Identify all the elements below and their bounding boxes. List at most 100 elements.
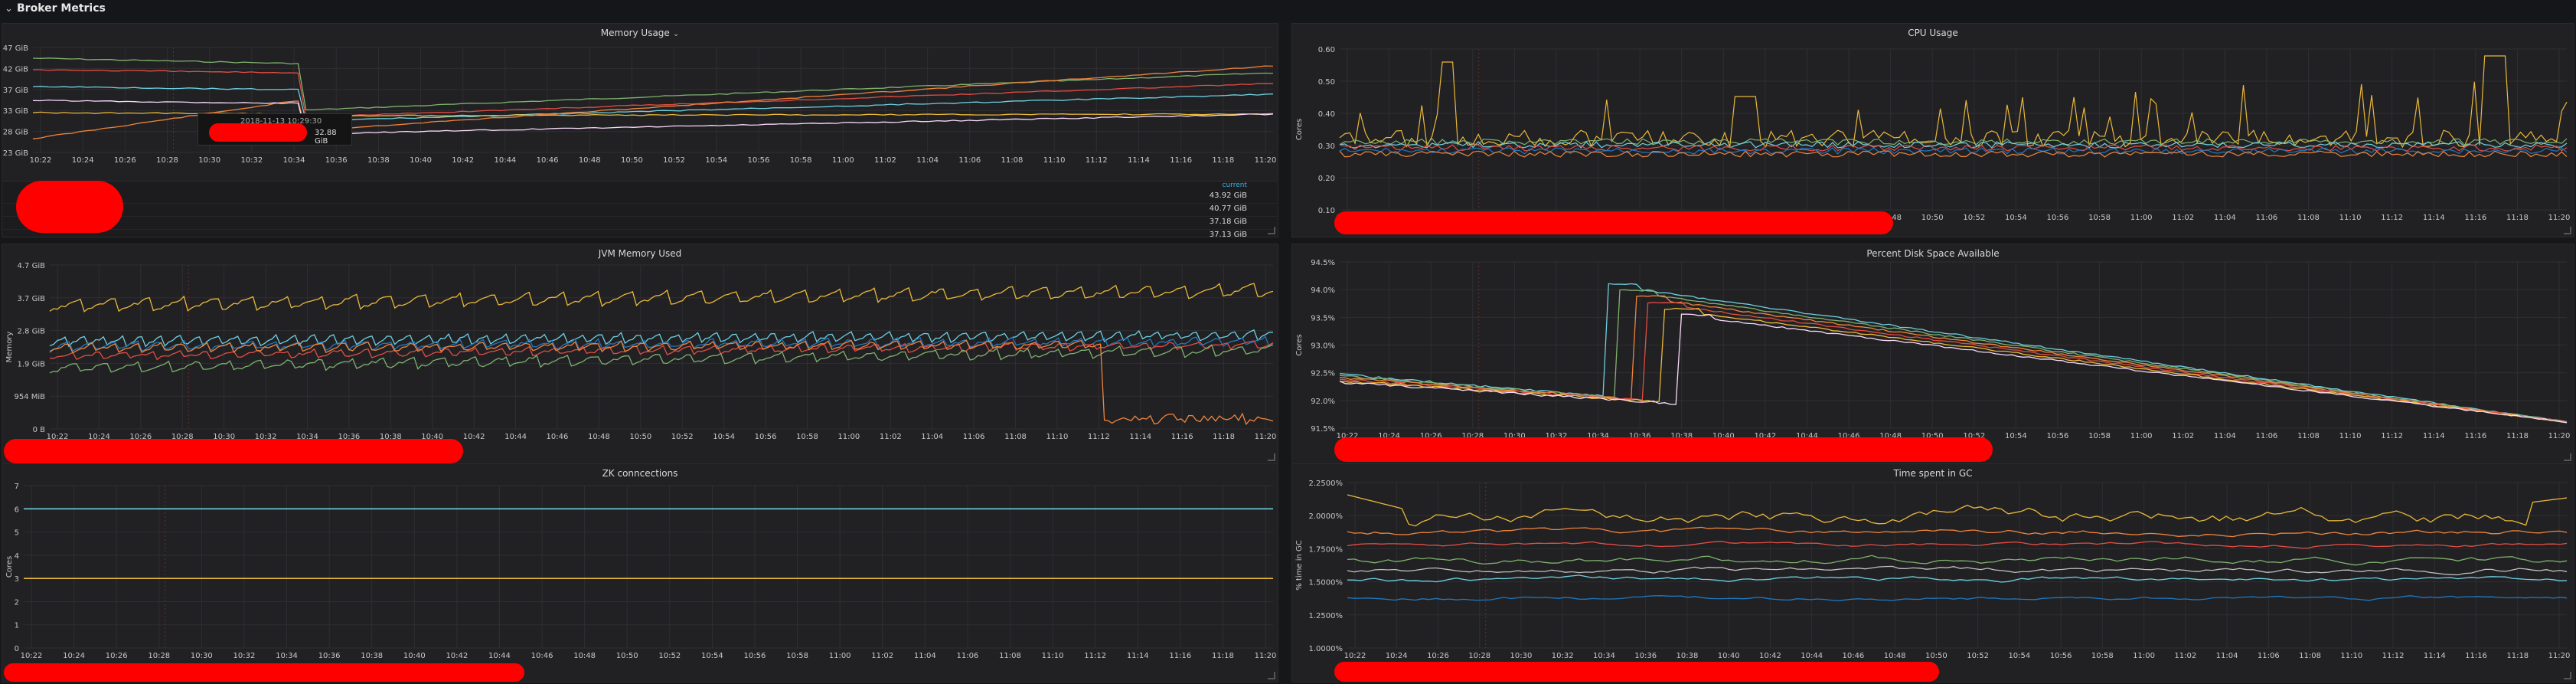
x-tick-label: 10:46 bbox=[1842, 652, 1864, 660]
panel-title[interactable]: Memory Usage ⌄ bbox=[600, 28, 680, 38]
x-tick-label: 10:28 bbox=[1461, 432, 1484, 440]
y-tick-label: 6 bbox=[15, 506, 19, 514]
series-line bbox=[1339, 313, 2568, 424]
y-tick-label: 3.7 GiB bbox=[18, 295, 46, 303]
zk-connections-chart: 7 6 5 4 3 2 1 010:22 10:24 10:26 10:28 10:30 10:32 10… bbox=[5, 483, 1276, 660]
x-tick-label: 10:52 bbox=[658, 652, 681, 660]
x-tick-label: 10:38 bbox=[1677, 652, 1699, 660]
legend-row[interactable] bbox=[2, 217, 1278, 230]
x-tick-label: 11:10 bbox=[2339, 432, 2362, 440]
x-tick-label: 11:20 bbox=[2548, 214, 2571, 222]
series-line bbox=[1347, 555, 2568, 566]
series-line bbox=[1347, 595, 2568, 602]
x-tick-label: 10:58 bbox=[790, 156, 812, 165]
x-tick-label: 10:52 bbox=[663, 156, 685, 165]
x-tick-label: 10:24 bbox=[88, 433, 110, 441]
y-tick-label: 1.0000% bbox=[1309, 645, 1344, 653]
panel-title[interactable]: CPU Usage bbox=[1908, 28, 1958, 38]
x-tick-label: 11:00 bbox=[832, 156, 854, 165]
x-tick-label: 10:50 bbox=[616, 652, 638, 660]
redaction-mark bbox=[209, 123, 307, 142]
series-line bbox=[49, 340, 1274, 361]
resize-handle[interactable] bbox=[2564, 453, 2571, 461]
legend-header[interactable]: current bbox=[1222, 182, 1247, 189]
y-tick-label: 1.5000% bbox=[1309, 579, 1344, 587]
x-tick-label: 11:08 bbox=[2297, 214, 2320, 222]
gc-time-panel[interactable]: Time spent in GC 2.2500% 2.0000% 1.7500% 1.… bbox=[1291, 463, 2574, 682]
x-tick-label: 10:44 bbox=[1801, 652, 1823, 660]
x-tick-label: 10:58 bbox=[2088, 432, 2111, 440]
x-tick-label: 11:04 bbox=[921, 433, 943, 441]
x-tick-label: 10:44 bbox=[1796, 432, 1818, 440]
x-tick-label: 10:44 bbox=[488, 652, 511, 660]
y-tick-label: 92.5% bbox=[1311, 370, 1335, 378]
resize-handle[interactable] bbox=[1268, 453, 1275, 461]
x-tick-label: 10:22 bbox=[1337, 432, 1359, 440]
legend-value: 37.18 GiB bbox=[1209, 218, 1247, 226]
jvm-memory-panel[interactable]: JVM Memory Used 4.7 GiB 3.7 GiB 2.8 GiB 1.9… bbox=[2, 244, 1278, 464]
series-line bbox=[1339, 289, 2568, 423]
y-tick-label: 7 bbox=[15, 483, 19, 491]
redaction-mark bbox=[1334, 437, 1993, 462]
memory-usage-panel[interactable]: Memory Usage ⌄ 47 GiB 42 GiB 37 GiB 33 GiB 28… bbox=[2, 23, 1278, 237]
x-tick-label: 11:18 bbox=[2506, 652, 2529, 660]
x-tick-label: 11:18 bbox=[2506, 214, 2529, 222]
x-tick-label: 11:12 bbox=[2381, 214, 2403, 222]
legend-row[interactable] bbox=[2, 204, 1278, 217]
x-tick-label: 10:34 bbox=[296, 433, 318, 441]
row-title[interactable]: Broker Metrics bbox=[17, 2, 106, 15]
x-tick-label: 11:06 bbox=[2255, 432, 2277, 440]
resize-handle[interactable] bbox=[1268, 672, 1275, 679]
x-tick-label: 10:42 bbox=[452, 156, 474, 165]
legend-value: 37.13 GiB bbox=[1209, 231, 1247, 237]
x-tick-label: 10:50 bbox=[629, 433, 651, 441]
chevron-down-icon[interactable]: ⌄ bbox=[672, 30, 680, 38]
x-tick-label: 11:20 bbox=[2548, 652, 2571, 660]
x-tick-label: 11:18 bbox=[1212, 652, 1234, 660]
x-tick-label: 10:58 bbox=[796, 433, 818, 441]
y-tick-label: 0.10 bbox=[1318, 207, 1335, 215]
x-tick-label: 10:52 bbox=[1967, 652, 1989, 660]
x-tick-label: 10:22 bbox=[21, 652, 43, 660]
x-tick-label: 10:58 bbox=[2091, 652, 2114, 660]
legend-row[interactable] bbox=[2, 230, 1278, 237]
panel-title[interactable]: ZK conncections bbox=[602, 468, 678, 479]
panel-title[interactable]: JVM Memory Used bbox=[598, 248, 682, 259]
row-header[interactable]: ⌄ Broker Metrics bbox=[0, 0, 2576, 20]
series-line bbox=[1347, 565, 2568, 576]
panel-title[interactable]: Time spent in GC bbox=[1893, 468, 1973, 479]
y-tick-label: 954 MiB bbox=[14, 393, 45, 401]
legend-value: 43.92 GiB bbox=[1209, 191, 1247, 200]
resize-handle[interactable] bbox=[2564, 672, 2571, 679]
y-tick-label: 1.2500% bbox=[1309, 612, 1344, 620]
resize-handle[interactable] bbox=[2564, 227, 2571, 234]
series-line bbox=[49, 329, 1273, 348]
x-tick-label: 11:16 bbox=[2464, 214, 2486, 222]
redaction-mark bbox=[1334, 211, 1893, 234]
disk-space-panel[interactable]: Percent Disk Space Available 94.5% 94.0% 9… bbox=[1291, 244, 2574, 464]
x-tick-label: 10:28 bbox=[148, 652, 170, 660]
y-tick-label: 4 bbox=[15, 552, 19, 561]
x-tick-label: 11:08 bbox=[1001, 156, 1024, 165]
series-line bbox=[1339, 55, 2568, 149]
x-tick-label: 11:14 bbox=[1129, 433, 1151, 441]
x-tick-label: 11:08 bbox=[2299, 652, 2321, 660]
legend-row[interactable] bbox=[2, 191, 1278, 204]
y-tick-label: 93.5% bbox=[1311, 314, 1335, 322]
series-line bbox=[32, 57, 1274, 111]
panel-title[interactable]: Percent Disk Space Available bbox=[1866, 248, 2000, 259]
x-tick-label: 11:18 bbox=[1213, 433, 1235, 441]
resize-handle[interactable] bbox=[1268, 227, 1275, 234]
x-tick-label: 11:16 bbox=[1171, 433, 1193, 441]
x-tick-label: 10:36 bbox=[1634, 652, 1657, 660]
x-tick-label: 10:34 bbox=[1587, 432, 1609, 440]
x-tick-label: 11:10 bbox=[1046, 433, 1069, 441]
x-tick-label: 10:54 bbox=[701, 652, 723, 660]
cpu-usage-panel[interactable]: CPU Usage 0.600.500.400.300.200.1010:221… bbox=[1291, 23, 2574, 237]
zk-connections-panel[interactable]: ZK conncections 7 6 5 4 3 2 1 0 10:22 10:24 10:26 1… bbox=[2, 463, 1278, 682]
y-tick-label: 37 GiB bbox=[3, 87, 28, 95]
redaction-mark bbox=[16, 181, 123, 233]
x-tick-label: 10:42 bbox=[463, 433, 485, 441]
chevron-down-icon[interactable]: ⌄ bbox=[5, 3, 13, 15]
x-tick-label: 10:44 bbox=[494, 156, 516, 165]
